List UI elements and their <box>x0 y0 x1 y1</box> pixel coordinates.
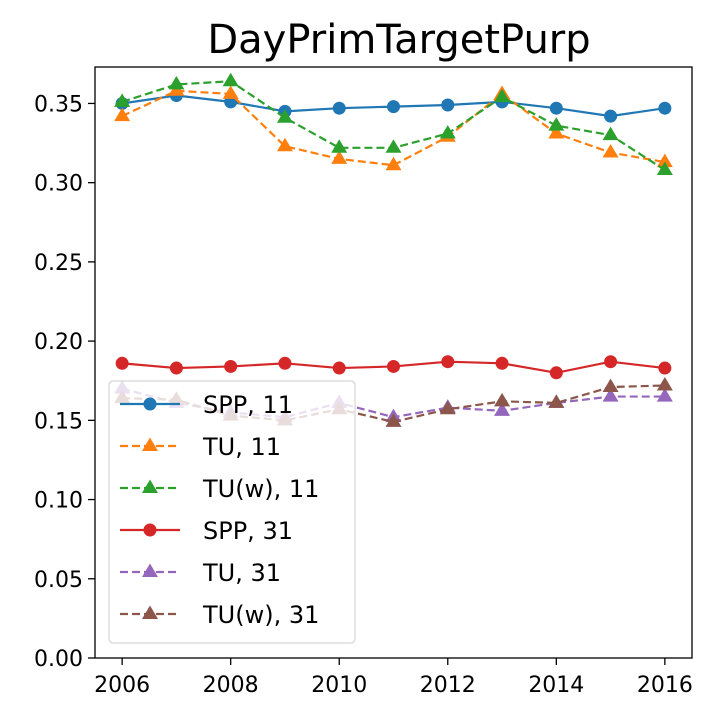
data-point <box>439 125 456 139</box>
legend-marker <box>143 397 157 411</box>
x-tick-label: 2014 <box>528 673 584 698</box>
data-point <box>602 378 619 393</box>
data-point <box>222 72 239 87</box>
legend-marker <box>143 523 157 537</box>
data-point <box>387 100 400 114</box>
data-point <box>385 139 402 153</box>
legend-label: TU, 31 <box>202 559 281 587</box>
data-point <box>439 400 456 415</box>
legend-label: TU, 11 <box>202 433 281 461</box>
series-2 <box>114 72 673 175</box>
x-tick-label: 2008 <box>203 673 259 698</box>
data-point <box>331 139 348 153</box>
data-point <box>495 356 509 370</box>
y-tick-label: 0.00 <box>34 647 83 672</box>
data-point <box>604 109 618 123</box>
data-point <box>548 394 565 408</box>
y-axis: 0.00 0.05 0.10 0.15 0.20 0.25 0.30 0.35 <box>34 92 95 672</box>
legend-entry: TU, 11 <box>120 433 281 461</box>
legend-label: TU(w), 31 <box>202 601 319 629</box>
legend-label: TU(w), 11 <box>202 475 319 503</box>
data-point <box>278 356 292 370</box>
x-tick-label: 2012 <box>420 673 476 698</box>
data-point <box>224 359 238 373</box>
y-tick-label: 0.30 <box>34 172 83 197</box>
data-point <box>276 137 293 152</box>
data-point <box>604 355 618 369</box>
legend-marker <box>141 479 159 493</box>
series-0 <box>115 89 672 123</box>
data-point <box>494 392 511 407</box>
data-point <box>168 75 185 90</box>
series-line <box>121 80 666 171</box>
x-tick-label: 2016 <box>637 673 693 698</box>
legend-marker <box>141 563 159 577</box>
data-point <box>658 361 672 375</box>
x-tick-label: 2006 <box>94 673 150 698</box>
data-point <box>385 156 402 171</box>
data-point <box>656 161 673 175</box>
data-point <box>115 356 129 370</box>
y-tick-label: 0.35 <box>34 92 83 117</box>
legend-entry: SPP, 31 <box>120 517 293 545</box>
data-point <box>602 126 619 141</box>
data-point <box>602 144 619 158</box>
data-point <box>549 366 563 380</box>
plot-area <box>114 72 673 427</box>
data-point <box>656 376 673 391</box>
axes-frame <box>94 66 693 659</box>
legend-marker <box>141 437 159 451</box>
data-point <box>332 361 346 375</box>
data-point <box>169 361 183 375</box>
y-tick-label: 0.15 <box>34 409 83 434</box>
data-point <box>114 93 131 107</box>
y-tick-label: 0.25 <box>34 251 83 276</box>
data-point <box>656 388 673 402</box>
legend-entry: TU(w), 11 <box>120 475 319 503</box>
data-point <box>385 413 402 427</box>
data-point <box>114 107 131 122</box>
data-point <box>387 359 400 373</box>
data-point <box>441 98 455 112</box>
legend: SPP, 11 TU, 11 TU(w), 11 SPP, 31 TU, 31 TU(w)… <box>108 380 356 644</box>
legend-label: SPP, 31 <box>203 517 293 545</box>
y-tick-label: 0.05 <box>34 568 83 593</box>
legend-entry: SPP, 11 <box>120 391 293 419</box>
data-point <box>494 88 511 103</box>
data-point <box>222 85 239 99</box>
data-point <box>441 355 455 369</box>
chart-title: DayPrimTargetPurp <box>207 17 590 63</box>
x-tick-label: 2010 <box>311 673 367 698</box>
series-3 <box>115 355 672 380</box>
data-point <box>332 101 346 115</box>
y-tick-label: 0.10 <box>34 489 83 514</box>
data-point <box>331 150 348 164</box>
legend-marker <box>141 605 159 619</box>
data-point <box>602 388 619 402</box>
legend-entry: TU(w), 31 <box>120 601 319 629</box>
data-point <box>658 101 672 115</box>
data-point <box>494 402 511 416</box>
y-tick-label: 0.20 <box>34 330 83 355</box>
legend-label: SPP, 11 <box>203 391 293 419</box>
data-point <box>548 117 565 131</box>
data-point <box>276 109 293 123</box>
data-point <box>549 101 563 115</box>
data-point <box>548 125 565 139</box>
series-1 <box>114 82 673 171</box>
x-axis: 2006 2008 2010 2012 2014 2016 <box>94 658 693 698</box>
legend-entry: TU, 31 <box>120 559 281 587</box>
